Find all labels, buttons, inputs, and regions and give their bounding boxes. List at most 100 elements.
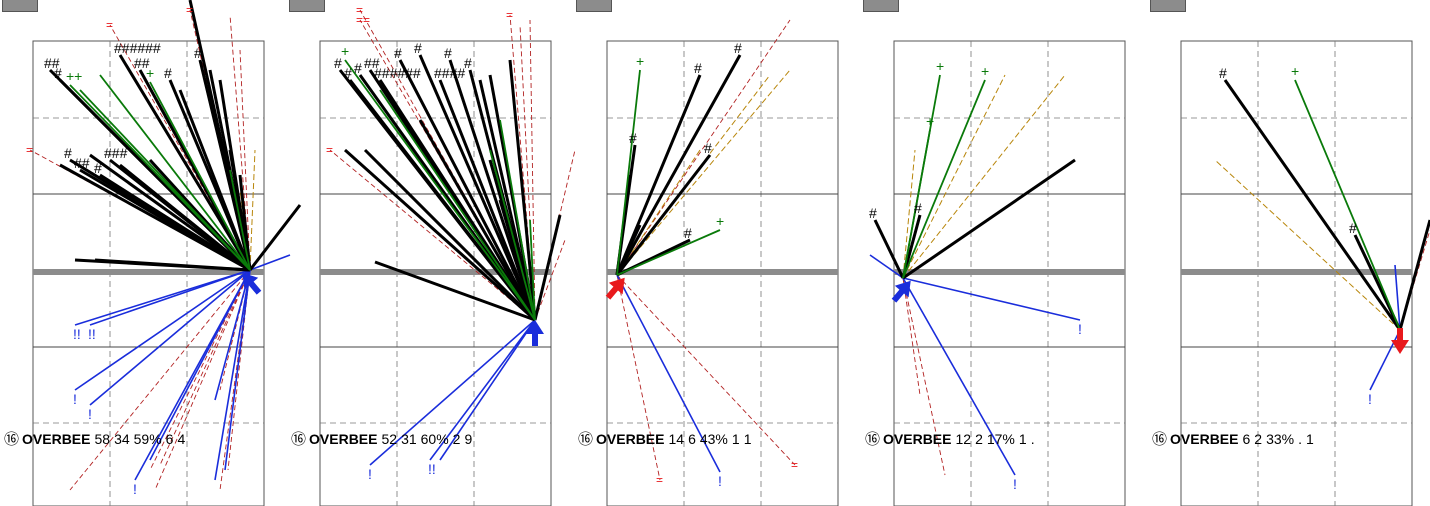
out-line (902, 277, 1016, 476)
spray-lines (615, 19, 796, 481)
hit-line (118, 54, 252, 271)
foul-line (902, 277, 921, 396)
panel-tab[interactable] (1150, 0, 1186, 12)
player-name: OVERBEE (309, 431, 378, 447)
hit-line (248, 204, 302, 271)
plus-label: + (341, 43, 349, 59)
stat-value: 1 (743, 431, 752, 447)
plus-label: + (981, 63, 989, 79)
dash-line (249, 149, 256, 271)
hash-label: # (164, 65, 172, 81)
walk-line (616, 229, 721, 276)
rank-badge: ⑯ (4, 431, 20, 448)
panel-tab[interactable] (863, 0, 899, 12)
bang-label: ! (368, 466, 372, 482)
foul-line (902, 277, 946, 476)
stat-value: 34 (114, 431, 130, 447)
stat-value: 33% (1266, 431, 1295, 447)
spray-svg: # # # # # + +! = = (605, 19, 839, 506)
spray-lines (869, 74, 1081, 476)
rank-badge: ⑯ (1152, 431, 1168, 448)
bang-label: ! (718, 473, 722, 489)
stat-value: 12 (955, 431, 972, 447)
hash-label: # (869, 205, 877, 221)
stat-value: 14 (668, 431, 685, 447)
hit-line (398, 59, 537, 321)
walk-line (79, 89, 251, 271)
hit-line (478, 79, 537, 321)
stat-value: 52 (381, 431, 398, 447)
walk-line (616, 69, 641, 276)
hash-label: ###### (114, 40, 161, 56)
dash-line (902, 149, 916, 279)
stat-value: 1 (1018, 431, 1027, 447)
spray-lines (29, 0, 302, 491)
hit-line (348, 79, 537, 321)
player-name: OVERBEE (22, 431, 91, 447)
eq-label: = (106, 18, 113, 32)
walk-line (489, 149, 536, 321)
panel-tab[interactable] (289, 0, 325, 12)
walk-line (149, 81, 251, 271)
hit-line (374, 260, 536, 322)
direction-arrow-icon (891, 280, 911, 303)
foul-line (149, 269, 251, 471)
walk-line (902, 79, 986, 279)
foul-line (329, 149, 536, 321)
out-line (369, 319, 536, 466)
bang-label: ! (1078, 321, 1082, 337)
stat-value: 9 (464, 431, 473, 447)
player-name: OVERBEE (596, 431, 665, 447)
out-line (74, 269, 251, 391)
eq-label: = (506, 8, 513, 22)
hit-line (343, 148, 537, 322)
direction-arrow-icon (526, 320, 544, 346)
panel-tab[interactable] (576, 0, 612, 12)
hash-label: # (444, 45, 452, 61)
hit-line (89, 153, 251, 272)
hit-line (902, 158, 1076, 280)
hash-label: # (1349, 220, 1357, 236)
stat-value: 17% (986, 431, 1015, 447)
direction-arrow-icon (1391, 328, 1409, 354)
hash-label: # (684, 225, 692, 241)
hash-label: ## (134, 55, 150, 71)
player-name: OVERBEE (1170, 431, 1239, 447)
player-stats-row: ⑯ OVERBEE 58 34 59% 6 4 (4, 428, 189, 448)
spray-panel-3: # # # # # + +! = = ⑯ OVERBEE 14 6 43% 1 1 (574, 0, 861, 506)
plus-label: + (636, 53, 644, 69)
hash-label: ## (74, 155, 90, 171)
stat-value: 1 (731, 431, 740, 447)
out-line (214, 269, 251, 401)
eq-label: = (356, 3, 363, 17)
bang-label: !! (88, 326, 96, 342)
panel-tab[interactable] (2, 0, 38, 12)
hash-label: # (94, 160, 102, 176)
hash-label: # (354, 60, 362, 76)
plus-label: + (146, 65, 154, 81)
hit-line (99, 173, 251, 272)
eq-label: = (186, 3, 193, 17)
hash-label: # (54, 65, 62, 81)
plus-label: + (716, 213, 724, 229)
eq-label: = (326, 143, 333, 157)
foul-line (616, 274, 661, 481)
hash-label: # (414, 40, 422, 56)
out-line (149, 269, 251, 461)
hash-label: ### (104, 145, 128, 161)
hit-line (873, 219, 905, 279)
bang-label: ! (88, 406, 92, 422)
stat-value: 4 (177, 431, 186, 447)
hit-line (615, 224, 642, 276)
out-line (89, 269, 251, 406)
hash-label: #### (434, 65, 465, 81)
hash-label: # (464, 55, 472, 71)
hash-label: # (64, 145, 72, 161)
plus-label: + (926, 113, 934, 129)
spray-svg: #####################+++!!!!!!!=== (26, 0, 302, 506)
eq-label: == (356, 13, 370, 27)
eq-label: = (791, 458, 798, 472)
stat-value: 1 (1306, 431, 1314, 447)
spray-lines (329, 9, 576, 466)
